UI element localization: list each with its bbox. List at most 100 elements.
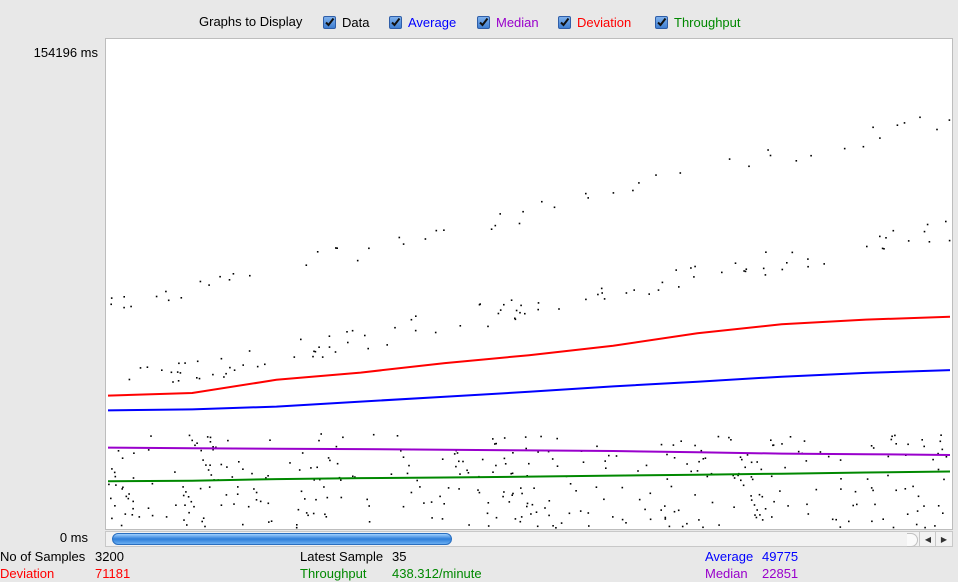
right-arrow-icon: ▶ xyxy=(940,534,948,544)
deviation-toggle[interactable]: Deviation xyxy=(558,12,631,32)
data-point xyxy=(612,516,614,518)
data-point xyxy=(524,312,526,315)
average-checkbox[interactable] xyxy=(389,15,402,29)
data-point xyxy=(706,475,709,478)
data-point xyxy=(125,495,128,498)
data-point xyxy=(660,509,662,511)
data-point xyxy=(447,487,450,489)
data-point xyxy=(296,524,298,526)
data-point xyxy=(677,509,680,512)
data-point xyxy=(916,510,919,512)
data-point xyxy=(492,471,494,473)
data-point xyxy=(771,516,773,518)
data-point xyxy=(531,503,534,506)
data-point xyxy=(492,438,494,440)
deviation-stat-value: 71181 xyxy=(95,566,131,581)
data-point xyxy=(840,488,842,490)
data-point xyxy=(220,463,223,466)
data-point xyxy=(366,498,368,501)
data-point xyxy=(525,447,527,450)
data-point xyxy=(487,325,489,328)
data-point xyxy=(698,460,700,463)
average-toggle[interactable]: Average xyxy=(389,12,456,32)
data-point xyxy=(937,505,940,507)
data-point xyxy=(744,466,746,469)
data-point xyxy=(638,182,640,184)
scroll-left-button[interactable]: ◀ xyxy=(919,532,936,546)
data-point xyxy=(165,290,167,293)
data-point xyxy=(175,504,177,506)
data-point xyxy=(170,371,173,374)
data-point xyxy=(871,520,873,523)
data-point xyxy=(831,518,834,521)
data-point xyxy=(499,213,501,215)
data-point xyxy=(342,436,344,439)
data-point xyxy=(556,465,559,467)
data-point xyxy=(758,493,761,496)
data-point xyxy=(552,525,554,527)
data-point xyxy=(326,496,329,499)
data-point xyxy=(248,350,251,352)
data-point xyxy=(520,516,523,518)
data-point xyxy=(225,372,227,375)
data-point xyxy=(321,356,324,358)
data-point xyxy=(693,276,695,278)
data-point xyxy=(568,512,571,515)
data-point xyxy=(681,525,684,528)
data-checkbox[interactable] xyxy=(323,15,336,29)
data-point xyxy=(510,299,513,301)
data-point xyxy=(645,464,648,467)
data-point xyxy=(601,292,603,294)
data-point xyxy=(748,165,750,168)
data-point xyxy=(249,274,251,277)
data-point xyxy=(526,502,529,505)
data-point xyxy=(180,297,183,299)
scroll-right-button[interactable]: ▶ xyxy=(935,532,952,546)
data-point xyxy=(503,491,505,493)
data-point xyxy=(885,237,887,239)
data-point xyxy=(603,498,605,501)
deviation-checkbox[interactable] xyxy=(558,15,571,29)
y-axis-max-label: 154196 ms xyxy=(33,45,98,60)
data-point xyxy=(441,458,444,460)
median-toggle[interactable]: Median xyxy=(477,12,539,32)
data-point xyxy=(127,497,130,500)
throughput-checkbox[interactable] xyxy=(655,15,668,29)
data-point xyxy=(666,453,668,456)
data-point xyxy=(582,461,585,463)
data-point xyxy=(178,362,180,365)
data-point xyxy=(770,475,773,478)
data-point xyxy=(398,236,401,239)
median-checkbox[interactable] xyxy=(477,15,490,29)
data-point xyxy=(536,525,539,528)
data-point xyxy=(569,483,572,485)
data-point xyxy=(945,220,947,223)
data-point xyxy=(502,495,504,498)
data-point xyxy=(508,501,511,503)
data-point xyxy=(870,487,873,489)
data-point xyxy=(264,363,266,366)
data-point xyxy=(948,119,951,121)
data-point xyxy=(147,507,150,509)
data-point xyxy=(907,443,909,446)
data-toggle[interactable]: Data xyxy=(323,12,369,32)
scrollbar-thumb[interactable] xyxy=(112,533,452,545)
data-point xyxy=(316,466,318,469)
data-point xyxy=(924,526,926,529)
data-point xyxy=(526,505,528,508)
data-point xyxy=(151,514,154,517)
data-point xyxy=(204,525,206,528)
data-point xyxy=(751,478,754,481)
data-point xyxy=(750,476,753,478)
data-point xyxy=(879,235,881,238)
data-point xyxy=(185,491,187,493)
deviation-stat-label: Deviation xyxy=(0,566,55,581)
data-point xyxy=(147,449,150,451)
data-point xyxy=(917,495,920,498)
data-point xyxy=(312,512,315,515)
data-point xyxy=(668,525,671,528)
data-point xyxy=(334,351,337,353)
horizontal-scrollbar[interactable]: ◀ ▶ xyxy=(105,531,953,547)
throughput-toggle[interactable]: Throughput xyxy=(655,12,741,32)
data-point xyxy=(130,305,132,308)
